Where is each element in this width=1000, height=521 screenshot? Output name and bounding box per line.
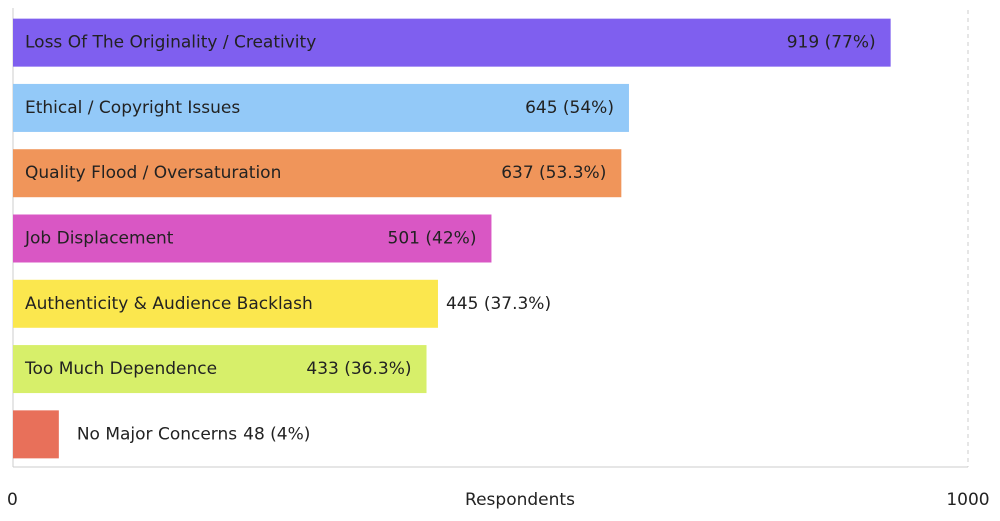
bar xyxy=(13,214,492,263)
category-label: Ethical / Copyright Issues xyxy=(25,98,240,118)
x-tick-label: 0 xyxy=(7,490,18,510)
value-label: 433 (36.3%) xyxy=(306,359,411,379)
bar xyxy=(13,18,891,67)
value-label: 637 (53.3%) xyxy=(501,163,606,183)
category-label: No Major Concerns xyxy=(77,424,237,444)
category-label: Authenticity & Audience Backlash xyxy=(25,294,313,314)
x-axis-label: Respondents xyxy=(465,490,575,510)
bar xyxy=(13,279,438,328)
bar xyxy=(13,83,629,132)
value-label: 645 (54%) xyxy=(525,98,614,118)
category-label: Job Displacement xyxy=(24,229,174,249)
x-tick-label: 1000 xyxy=(946,490,989,510)
value-label: 48 (4%) xyxy=(243,424,310,444)
value-label: 445 (37.3%) xyxy=(446,294,551,314)
bar xyxy=(13,345,427,394)
category-label: Loss Of The Originality / Creativity xyxy=(25,33,316,53)
value-label: 501 (42%) xyxy=(388,229,477,249)
value-label: 919 (77%) xyxy=(787,33,876,53)
category-label: Quality Flood / Oversaturation xyxy=(25,163,281,183)
category-label: Too Much Dependence xyxy=(24,359,217,379)
bar xyxy=(13,410,59,459)
bar xyxy=(13,149,622,198)
